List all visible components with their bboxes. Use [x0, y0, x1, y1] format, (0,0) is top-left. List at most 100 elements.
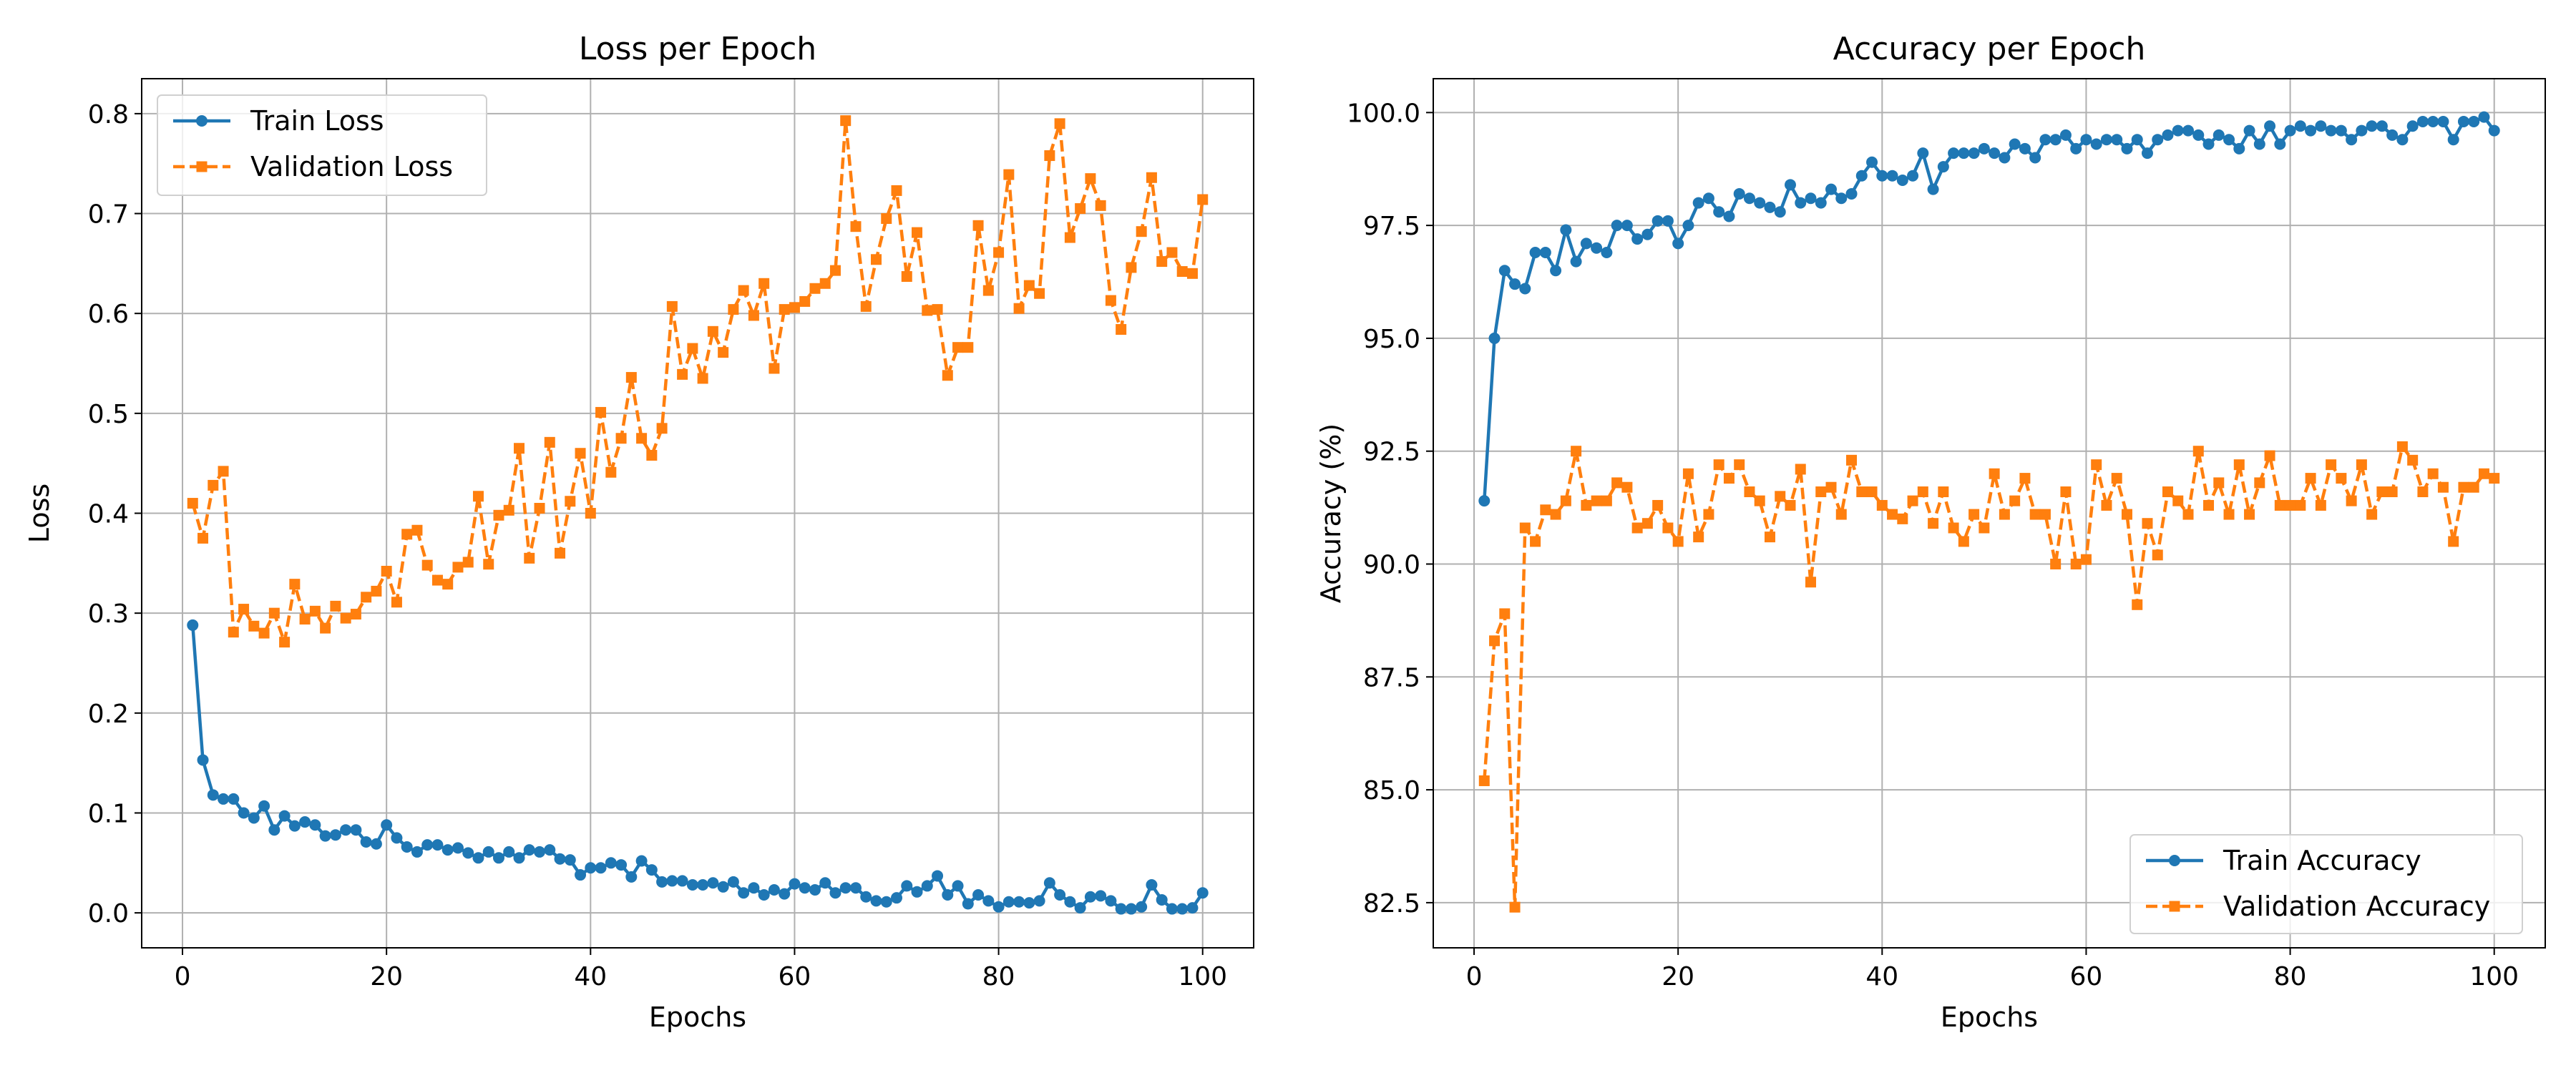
accuracy-series-1-point-6: [1530, 536, 1541, 547]
loss-legend-train-swatch: [173, 115, 230, 127]
accuracy-series-1-point-25: [1723, 473, 1735, 484]
loss-series-0-point-68: [870, 895, 882, 907]
accuracy-series-0-point-13: [1601, 247, 1613, 258]
accuracy-series-1-point-27: [1744, 486, 1755, 498]
loss-series-0-point-48: [666, 875, 678, 887]
loss-chart-title: Loss per Epoch: [579, 31, 816, 67]
accuracy-series-1-point-69: [2172, 495, 2184, 506]
accuracy-y-tick-label-2: 87.5: [1363, 663, 1420, 692]
accuracy-series-0-point-2: [1488, 332, 1501, 344]
loss-series-0-point-60: [789, 878, 801, 890]
loss-series-0-point-23: [411, 846, 423, 858]
accuracy-series-0-point-18: [1652, 215, 1664, 227]
loss-legend-0-marker: [196, 115, 208, 127]
accuracy-series-1-point-28: [1754, 495, 1765, 506]
loss-series-1-point-73: [922, 305, 933, 316]
accuracy-series-0-point-8: [1550, 265, 1562, 277]
loss-series-1-point-34: [524, 552, 535, 564]
loss-series-1-point-75: [942, 370, 953, 381]
accuracy-series-1-point-71: [2192, 446, 2204, 457]
accuracy-series-1-point-49: [1968, 509, 1980, 520]
loss-series-1-point-61: [799, 295, 811, 307]
loss-series-1-point-26: [442, 579, 454, 590]
accuracy-series-0-point-1: [1478, 495, 1491, 507]
loss-series-0-point-10: [278, 810, 291, 822]
loss-series-0-point-36: [544, 844, 556, 856]
loss-series-1-point-63: [819, 278, 831, 289]
accuracy-series-0-point-64: [2121, 142, 2133, 155]
accuracy-series-1-point-17: [1641, 518, 1653, 529]
loss-series-1-point-71: [901, 271, 912, 283]
loss-series-0-point-95: [1146, 879, 1158, 891]
loss-series-1-point-43: [615, 433, 627, 444]
loss-series-1-point-91: [1105, 295, 1116, 306]
loss-series-1-point-89: [1085, 173, 1096, 185]
loss-series-1-point-9: [268, 607, 280, 619]
accuracy-series-1-point-18: [1652, 499, 1664, 511]
accuracy-series-1-point-46: [1938, 486, 1949, 498]
loss-series: [187, 115, 1209, 915]
accuracy-series-0-point-45: [1927, 183, 1939, 195]
accuracy-series-1-point-94: [2427, 468, 2439, 479]
loss-series-0-point-85: [1043, 877, 1055, 889]
loss-series-1-point-25: [431, 574, 443, 586]
accuracy-series-1-point-64: [2121, 509, 2132, 520]
accuracy-x-tick-label-80: 80: [2274, 962, 2307, 991]
loss-series-1-point-90: [1095, 200, 1106, 211]
accuracy-series-1-point-87: [2356, 459, 2367, 471]
loss-series-0-point-56: [748, 882, 760, 894]
loss-series-0-point-76: [952, 880, 964, 892]
loss-series-0-point-22: [401, 841, 413, 853]
accuracy-series-1-point-77: [2254, 477, 2265, 489]
loss-series-0-point-32: [503, 846, 515, 858]
accuracy-series-1-point-58: [2060, 486, 2072, 498]
accuracy-series-1-point-78: [2264, 450, 2275, 461]
loss-series-0-point-4: [218, 793, 230, 805]
loss-series-1-point-87: [1064, 232, 1075, 243]
accuracy-series-0-point-78: [2264, 120, 2276, 132]
loss-series-0-point-51: [697, 879, 709, 891]
loss-series-1-point-74: [932, 304, 943, 315]
accuracy-series-0-point-80: [2284, 124, 2296, 137]
loss-series-0-point-92: [1115, 903, 1127, 915]
loss-series-1-point-51: [697, 373, 708, 384]
loss-series-0-point-86: [1054, 888, 1066, 901]
loss-series-1-point-82: [1013, 303, 1025, 314]
loss-legend-1-marker: [196, 161, 208, 172]
loss-series-0-point-84: [1033, 895, 1045, 907]
accuracy-series-1-point-1: [1478, 775, 1490, 786]
loss-series-0-point-3: [207, 789, 219, 801]
loss-series-1-point-81: [1003, 169, 1015, 180]
accuracy-series-1-point-24: [1713, 459, 1724, 471]
loss-series-1-point-59: [779, 304, 790, 315]
accuracy-series-1-line: [1483, 445, 2495, 909]
loss-series-1-point-55: [738, 285, 749, 296]
loss-series-1-point-80: [993, 247, 1005, 258]
loss-series-1-point-57: [758, 278, 770, 289]
loss-series-1-point-49: [677, 368, 688, 380]
loss-y-tick-label-1: 0.1: [88, 799, 129, 828]
accuracy-series-0-point-68: [2162, 129, 2174, 141]
loss-series-1-point-58: [769, 363, 780, 374]
accuracy-series-1-point-68: [2162, 486, 2173, 498]
accuracy-series-0-point-60: [2080, 134, 2092, 146]
accuracy-series-1-point-59: [2070, 559, 2082, 570]
accuracy-series-0-point-12: [1591, 242, 1603, 254]
accuracy-y-tick-label-4: 92.5: [1363, 438, 1420, 467]
accuracy-series-1-point-34: [1815, 486, 1827, 498]
loss-series-1-point-14: [320, 622, 331, 634]
loss-series-0-point-9: [268, 824, 280, 836]
accuracy-series-0-point-33: [1805, 192, 1817, 205]
accuracy-series-1-point-100: [2489, 473, 2500, 484]
loss-series-1-point-56: [748, 310, 759, 321]
accuracy-series-1-point-70: [2182, 509, 2194, 520]
loss-series-1-point-31: [493, 509, 504, 521]
loss-series-0-point-34: [523, 844, 535, 856]
accuracy-series-1-point-3: [1499, 608, 1511, 619]
accuracy-series-0-point-75: [2233, 142, 2245, 155]
accuracy-legend-0-marker: [2169, 855, 2180, 866]
loss-series-0-point-98: [1176, 903, 1189, 915]
accuracy-series-1-point-33: [1805, 577, 1817, 588]
loss-series-1-point-48: [666, 300, 678, 312]
accuracy-legend: Train Accuracy Validation Accuracy: [2129, 834, 2523, 934]
